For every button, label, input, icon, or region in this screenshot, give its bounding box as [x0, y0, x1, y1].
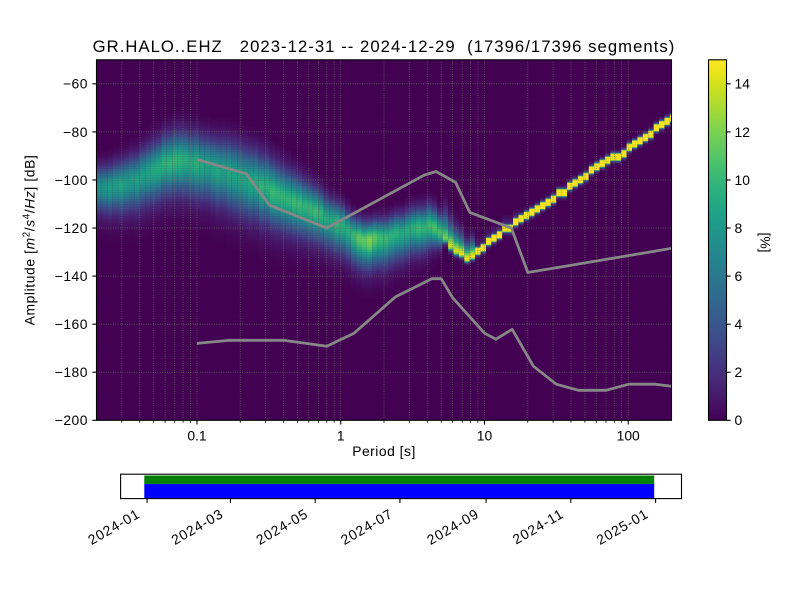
svg-text:−140: −140 [55, 268, 88, 284]
svg-text:2: 2 [735, 364, 743, 380]
svg-text:−160: −160 [55, 316, 88, 332]
svg-text:−120: −120 [55, 220, 88, 236]
svg-text:−80: −80 [63, 124, 88, 140]
svg-text:Amplitude [m2/s4/Hz] [dB]: Amplitude [m2/s4/Hz] [dB] [21, 155, 37, 326]
svg-text:0.1: 0.1 [187, 428, 207, 444]
svg-text:14: 14 [735, 76, 751, 92]
svg-text:100: 100 [617, 428, 640, 444]
svg-text:Period [s]: Period [s] [352, 443, 416, 459]
svg-text:−100: −100 [55, 172, 88, 188]
svg-text:8: 8 [735, 220, 743, 236]
svg-text:6: 6 [735, 268, 743, 284]
svg-text:1: 1 [337, 428, 345, 444]
svg-text:10: 10 [735, 172, 751, 188]
svg-text:0: 0 [735, 412, 743, 428]
svg-text:4: 4 [735, 316, 743, 332]
svg-text:[%]: [%] [758, 232, 774, 252]
svg-text:10: 10 [477, 428, 493, 444]
svg-text:−180: −180 [55, 364, 88, 380]
svg-text:−60: −60 [63, 76, 88, 92]
svg-text:−200: −200 [55, 412, 88, 428]
svg-text:GR.HALO..EHZ 2023-12-31 -- 2: GR.HALO..EHZ 2023-12-31 -- 2024-12-29 (1… [93, 37, 676, 56]
svg-text:12: 12 [735, 124, 751, 140]
